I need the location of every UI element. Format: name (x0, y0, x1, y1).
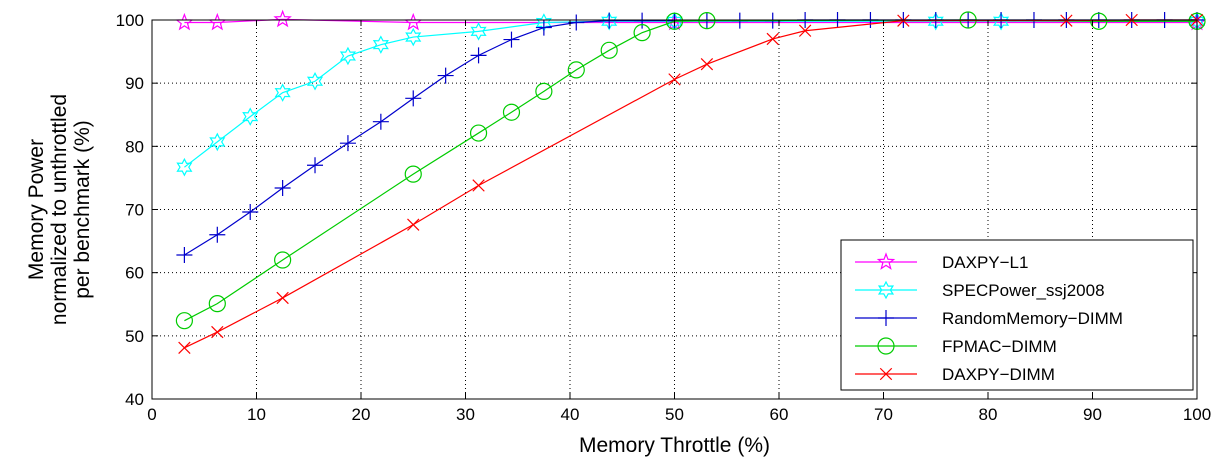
y-axis-title-line: Memory Power (25, 139, 48, 280)
data-point (993, 11, 1010, 31)
data-point (404, 165, 422, 183)
x-tick-label: 30 (456, 405, 475, 424)
y-axis-title: Memory Powernormalized to unthrottledper… (25, 94, 94, 325)
data-point (274, 251, 292, 269)
legend-label: DAXPY−L1 (942, 253, 1028, 272)
data-point (567, 61, 585, 79)
x-tick-label: 40 (561, 405, 580, 424)
data-point (242, 107, 259, 126)
data-point (339, 135, 356, 152)
data-point (876, 252, 896, 270)
data-point (372, 113, 389, 130)
legend-item: RandomMemory−DIMM (855, 309, 1123, 328)
legend-item: DAXPY−DIMM (855, 365, 1055, 384)
data-point (877, 337, 895, 355)
data-point (927, 11, 944, 31)
data-point (242, 204, 259, 221)
data-point (469, 124, 488, 142)
data-point (601, 11, 618, 31)
y-tick-label: 50 (125, 327, 144, 346)
data-point (276, 291, 289, 305)
data-point (176, 157, 193, 177)
data-point (407, 218, 420, 231)
data-point (502, 103, 521, 121)
axis-ticks (151, 19, 1198, 400)
data-point (209, 132, 226, 152)
data-point (877, 280, 895, 300)
data-point (601, 12, 618, 29)
data-point (437, 67, 454, 84)
legend-label: RandomMemory−DIMM (942, 309, 1123, 328)
data-point (568, 14, 585, 31)
data-point (208, 295, 226, 313)
data-point (633, 24, 651, 42)
data-point (209, 226, 226, 243)
x-axis-title: Memory Throttle (%) (579, 434, 770, 457)
tick-labels: 0 10 20 30 40 50 60 70 80 90 100 40 50 60 70 80 90 100 (116, 11, 1212, 424)
data-point (176, 246, 193, 263)
data-point (897, 14, 910, 27)
data-point (1060, 14, 1073, 27)
data-point (175, 312, 193, 330)
data-point (1090, 12, 1108, 30)
y-axis-title-line: per benchmark (%) (71, 120, 94, 299)
data-point (178, 341, 191, 355)
data-point (878, 310, 894, 326)
x-tick-label: 100 (1183, 405, 1211, 424)
series-line (184, 20, 1197, 168)
x-tick-label: 70 (874, 405, 893, 424)
data-point (668, 73, 681, 86)
data-point (405, 90, 422, 107)
data-point (470, 47, 487, 64)
data-point (698, 12, 716, 30)
data-point (273, 9, 292, 28)
data-point (274, 180, 291, 197)
y-tick-label: 40 (125, 390, 144, 409)
data-point (372, 35, 389, 54)
x-tick-label: 80 (979, 405, 998, 424)
data-point (307, 157, 324, 174)
legend-label: SPECPower_ssj2008 (942, 281, 1105, 300)
data-point (798, 24, 812, 37)
data-point (306, 71, 324, 91)
data-point (274, 83, 291, 102)
data-point (535, 19, 552, 36)
y-axis-title-line: normalized to unthrottled (48, 94, 71, 325)
data-point (535, 82, 553, 100)
y-tick-label: 90 (125, 74, 144, 93)
x-tick-label: 20 (352, 405, 371, 424)
legend-box (840, 239, 1194, 391)
data-point (470, 22, 487, 41)
data-point (879, 367, 893, 381)
legend-item: SPECPower_ssj2008 (855, 280, 1105, 300)
y-tick-label: 100 (116, 11, 144, 30)
legend-item: FPMAC−DIMM (855, 337, 1057, 356)
legend-label: FPMAC−DIMM (942, 337, 1057, 356)
legend-item: DAXPY−L1 (855, 252, 1028, 272)
data-point (700, 58, 714, 71)
x-tick-label: 90 (1083, 405, 1102, 424)
data-point (211, 325, 224, 339)
data-point (405, 27, 422, 47)
legend-label: DAXPY−DIMM (942, 365, 1055, 384)
data-point (766, 32, 779, 46)
series-line (184, 18, 1197, 24)
x-tick-label: 50 (665, 405, 684, 424)
x-tick-label: 60 (770, 405, 789, 424)
x-tick-label: 10 (247, 405, 266, 424)
data-point (665, 12, 684, 30)
y-tick-label: 80 (125, 137, 144, 156)
data-point (634, 12, 651, 29)
data-point (472, 179, 485, 192)
legend: DAXPY−L1 SPECPower_ssj2008 RandomMemory−DI… (840, 239, 1194, 391)
data-point (600, 41, 618, 59)
data-point (339, 46, 356, 66)
y-tick-label: 60 (125, 264, 144, 283)
data-point (503, 31, 520, 48)
x-tick-label: 0 (147, 405, 156, 424)
y-tick-label: 70 (125, 201, 144, 220)
